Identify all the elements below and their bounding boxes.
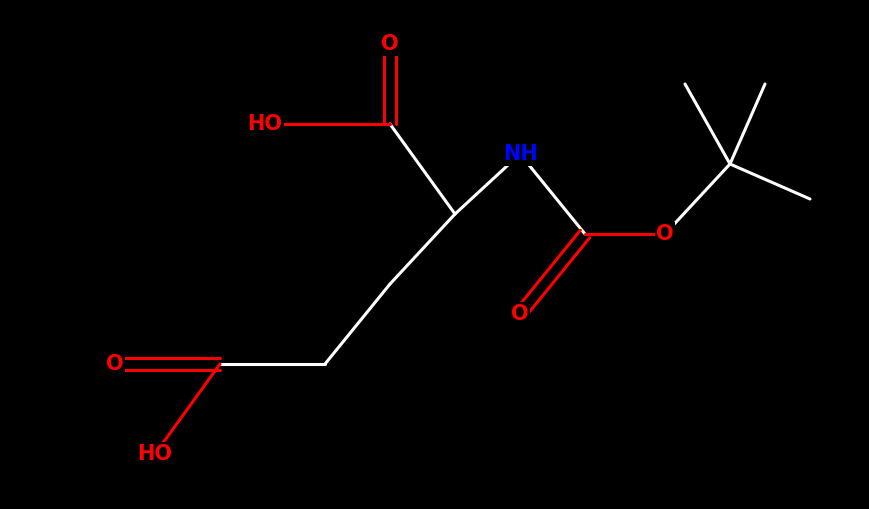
Text: HO: HO bbox=[137, 444, 173, 464]
Text: NH: NH bbox=[502, 144, 537, 164]
Text: HO: HO bbox=[248, 114, 282, 134]
Text: O: O bbox=[106, 354, 123, 374]
Text: O: O bbox=[381, 34, 399, 54]
Text: O: O bbox=[511, 304, 529, 324]
Text: O: O bbox=[656, 224, 673, 244]
